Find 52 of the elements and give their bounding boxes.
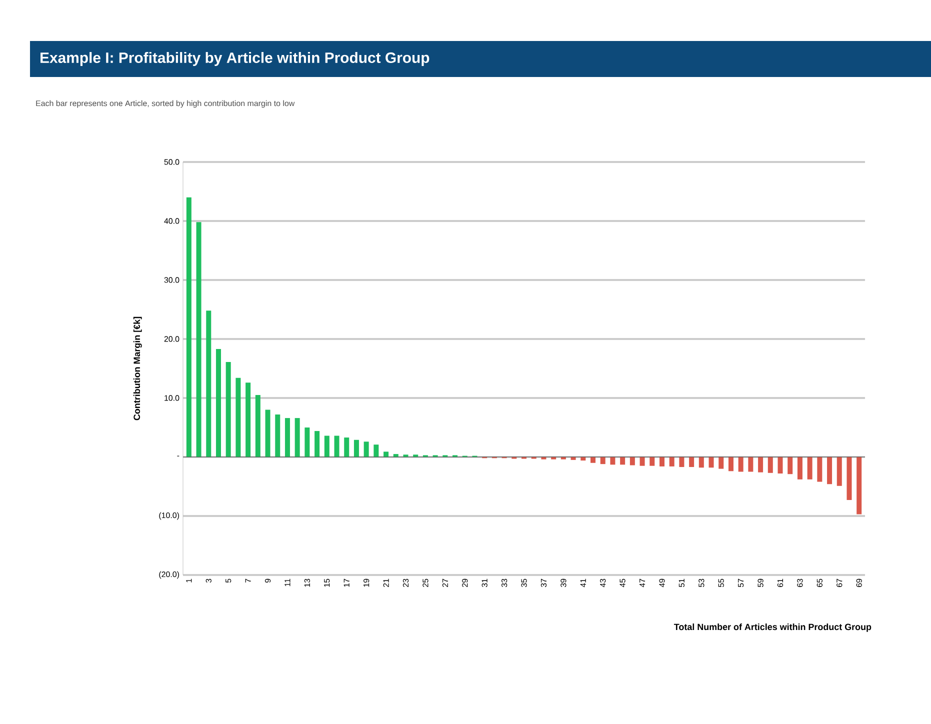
bar: [284, 418, 290, 457]
bar: [817, 456, 822, 482]
chart-title: Example I: Profitability by Article within Product Group: [40, 52, 430, 66]
bar: [846, 456, 852, 500]
bar: [728, 456, 734, 472]
bar: [610, 456, 616, 465]
bar: [768, 456, 773, 473]
bar: [679, 456, 684, 468]
bar: [334, 436, 340, 457]
bar: [344, 438, 350, 457]
bar: [226, 362, 231, 457]
bar: [304, 427, 310, 457]
x-axis-title: Total Number of Articles within Product Group: [674, 624, 872, 632]
bar: [856, 456, 862, 514]
bar: [246, 382, 251, 457]
y-axis-title: Contribution Margin [€k]: [133, 316, 142, 420]
bar: [384, 452, 389, 457]
bar: [778, 456, 783, 474]
bar: [620, 456, 626, 465]
bar: [236, 378, 241, 457]
bar: [216, 349, 221, 457]
bar: [758, 456, 764, 472]
bar: [364, 442, 369, 457]
bar: [374, 444, 379, 457]
bar: [600, 456, 606, 464]
bar: [265, 410, 270, 457]
bar: [718, 456, 724, 469]
bar: [275, 414, 280, 457]
bar: [708, 456, 714, 468]
bar: [186, 197, 192, 457]
bar: [314, 431, 320, 457]
bar: [206, 310, 212, 457]
bar: [630, 456, 635, 466]
bar: [640, 456, 645, 466]
bar: [255, 395, 260, 457]
bar: [196, 222, 202, 457]
bar: [590, 456, 596, 463]
bar: [748, 456, 754, 472]
bar: [827, 456, 832, 484]
bar: [659, 456, 664, 466]
bar: [807, 456, 812, 480]
bar: [698, 456, 704, 468]
bar: [689, 456, 694, 468]
bar: [836, 456, 842, 486]
bar: [738, 456, 744, 472]
bar: [797, 456, 802, 480]
bar: [788, 456, 793, 474]
bar: [650, 456, 655, 466]
bar: [294, 418, 300, 457]
bar: [354, 440, 359, 457]
bar: [324, 436, 330, 457]
bar: [669, 456, 674, 466]
